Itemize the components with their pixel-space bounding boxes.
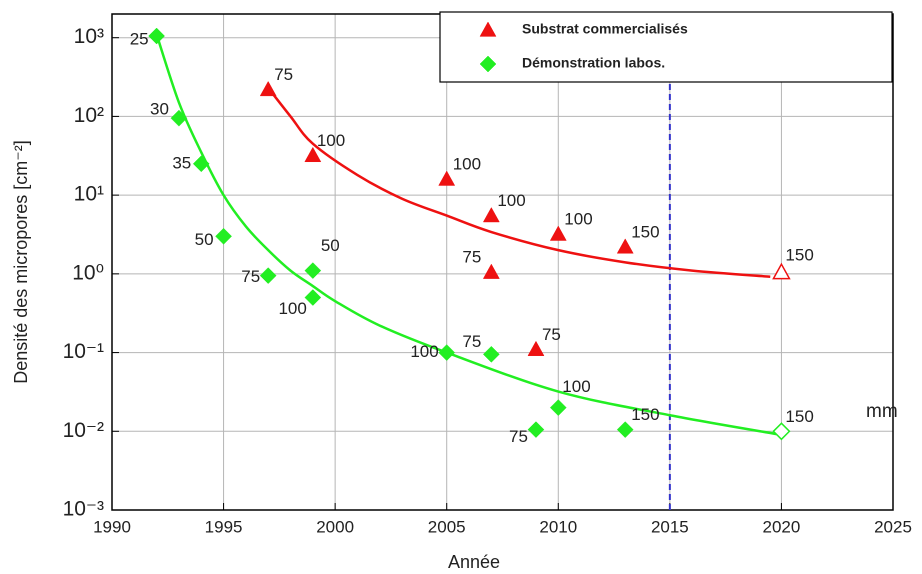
data-label: 100: [317, 131, 345, 150]
diamond-marker: [616, 421, 634, 438]
y-tick-label: 10¹: [74, 183, 104, 206]
data-label: 25: [130, 30, 149, 49]
triangle-marker: [479, 21, 497, 37]
diamond-marker: [304, 262, 322, 279]
diamond-marker: [549, 399, 567, 416]
x-tick-label: 1990: [93, 517, 131, 536]
data-label: 100: [564, 210, 592, 229]
fit-curve: [155, 34, 782, 437]
data-label: 35: [172, 153, 191, 172]
data-label: 150: [631, 405, 659, 424]
diamond-marker: [259, 267, 277, 284]
x-axis-label: Année: [448, 552, 500, 572]
diamond-marker: [170, 109, 188, 127]
data-label: 150: [631, 222, 659, 241]
data-label: 100: [453, 155, 481, 174]
triangle-marker: [616, 238, 634, 254]
triangle-marker: [482, 207, 500, 223]
fit-curve: [267, 87, 771, 278]
data-label: 100: [562, 377, 590, 396]
diamond-marker: [772, 422, 791, 441]
y-tick-label: 10⁰: [72, 261, 104, 284]
data-label: 50: [321, 236, 340, 255]
diamond-marker: [438, 344, 456, 361]
triangle-marker: [482, 263, 500, 279]
x-tick-label: 2025: [874, 517, 912, 536]
data-label: 100: [497, 191, 525, 210]
x-tick-label: 1995: [205, 517, 243, 536]
diamond-marker: [304, 289, 322, 306]
y-tick-label: 10²: [74, 104, 104, 127]
x-tick-label: 2015: [651, 517, 689, 536]
y-tick-label: 10³: [74, 25, 104, 48]
data-label: 150: [785, 246, 813, 265]
data-label: 100: [410, 342, 438, 361]
annotation: mm: [866, 401, 898, 422]
legend-box: [439, 11, 893, 83]
data-label: 75: [274, 65, 293, 84]
data-label: 30: [150, 100, 169, 119]
x-tick-label: 2020: [763, 517, 801, 536]
y-tick-label: 10⁻²: [63, 419, 104, 442]
data-label: 75: [509, 427, 528, 446]
triangle-marker: [438, 170, 456, 186]
data-label: 75: [542, 325, 561, 344]
triangle-marker: [304, 146, 322, 163]
x-tick-label: 2010: [539, 517, 577, 536]
data-label: 150: [785, 407, 813, 426]
y-tick-label: 10⁻¹: [63, 340, 104, 363]
legend-label: Substrat commercialisés: [522, 21, 688, 37]
diamond-marker: [215, 227, 232, 245]
x-tick-label: 2000: [316, 517, 354, 536]
diamond-marker: [482, 345, 500, 363]
x-tick-label: 2005: [428, 517, 466, 536]
diamond-marker: [479, 55, 497, 73]
diamond-marker: [148, 27, 165, 45]
data-label: 75: [462, 248, 481, 267]
y-axis-label: Densité des micropores [cm⁻²]: [11, 140, 31, 384]
diamond-marker: [527, 421, 545, 438]
data-label: 50: [195, 230, 214, 249]
data-label: 75: [241, 267, 260, 286]
legend-label: Démonstration labos.: [522, 55, 665, 71]
triangle-marker: [527, 340, 545, 356]
data-label: 100: [278, 299, 306, 318]
data-label: 75: [462, 332, 481, 351]
y-tick-label: 10⁻³: [63, 498, 104, 521]
triangle-marker: [772, 262, 791, 280]
triangle-marker: [259, 80, 277, 97]
plot-frame: [111, 13, 894, 511]
diamond-marker: [192, 155, 210, 173]
triangle-marker: [549, 225, 567, 241]
